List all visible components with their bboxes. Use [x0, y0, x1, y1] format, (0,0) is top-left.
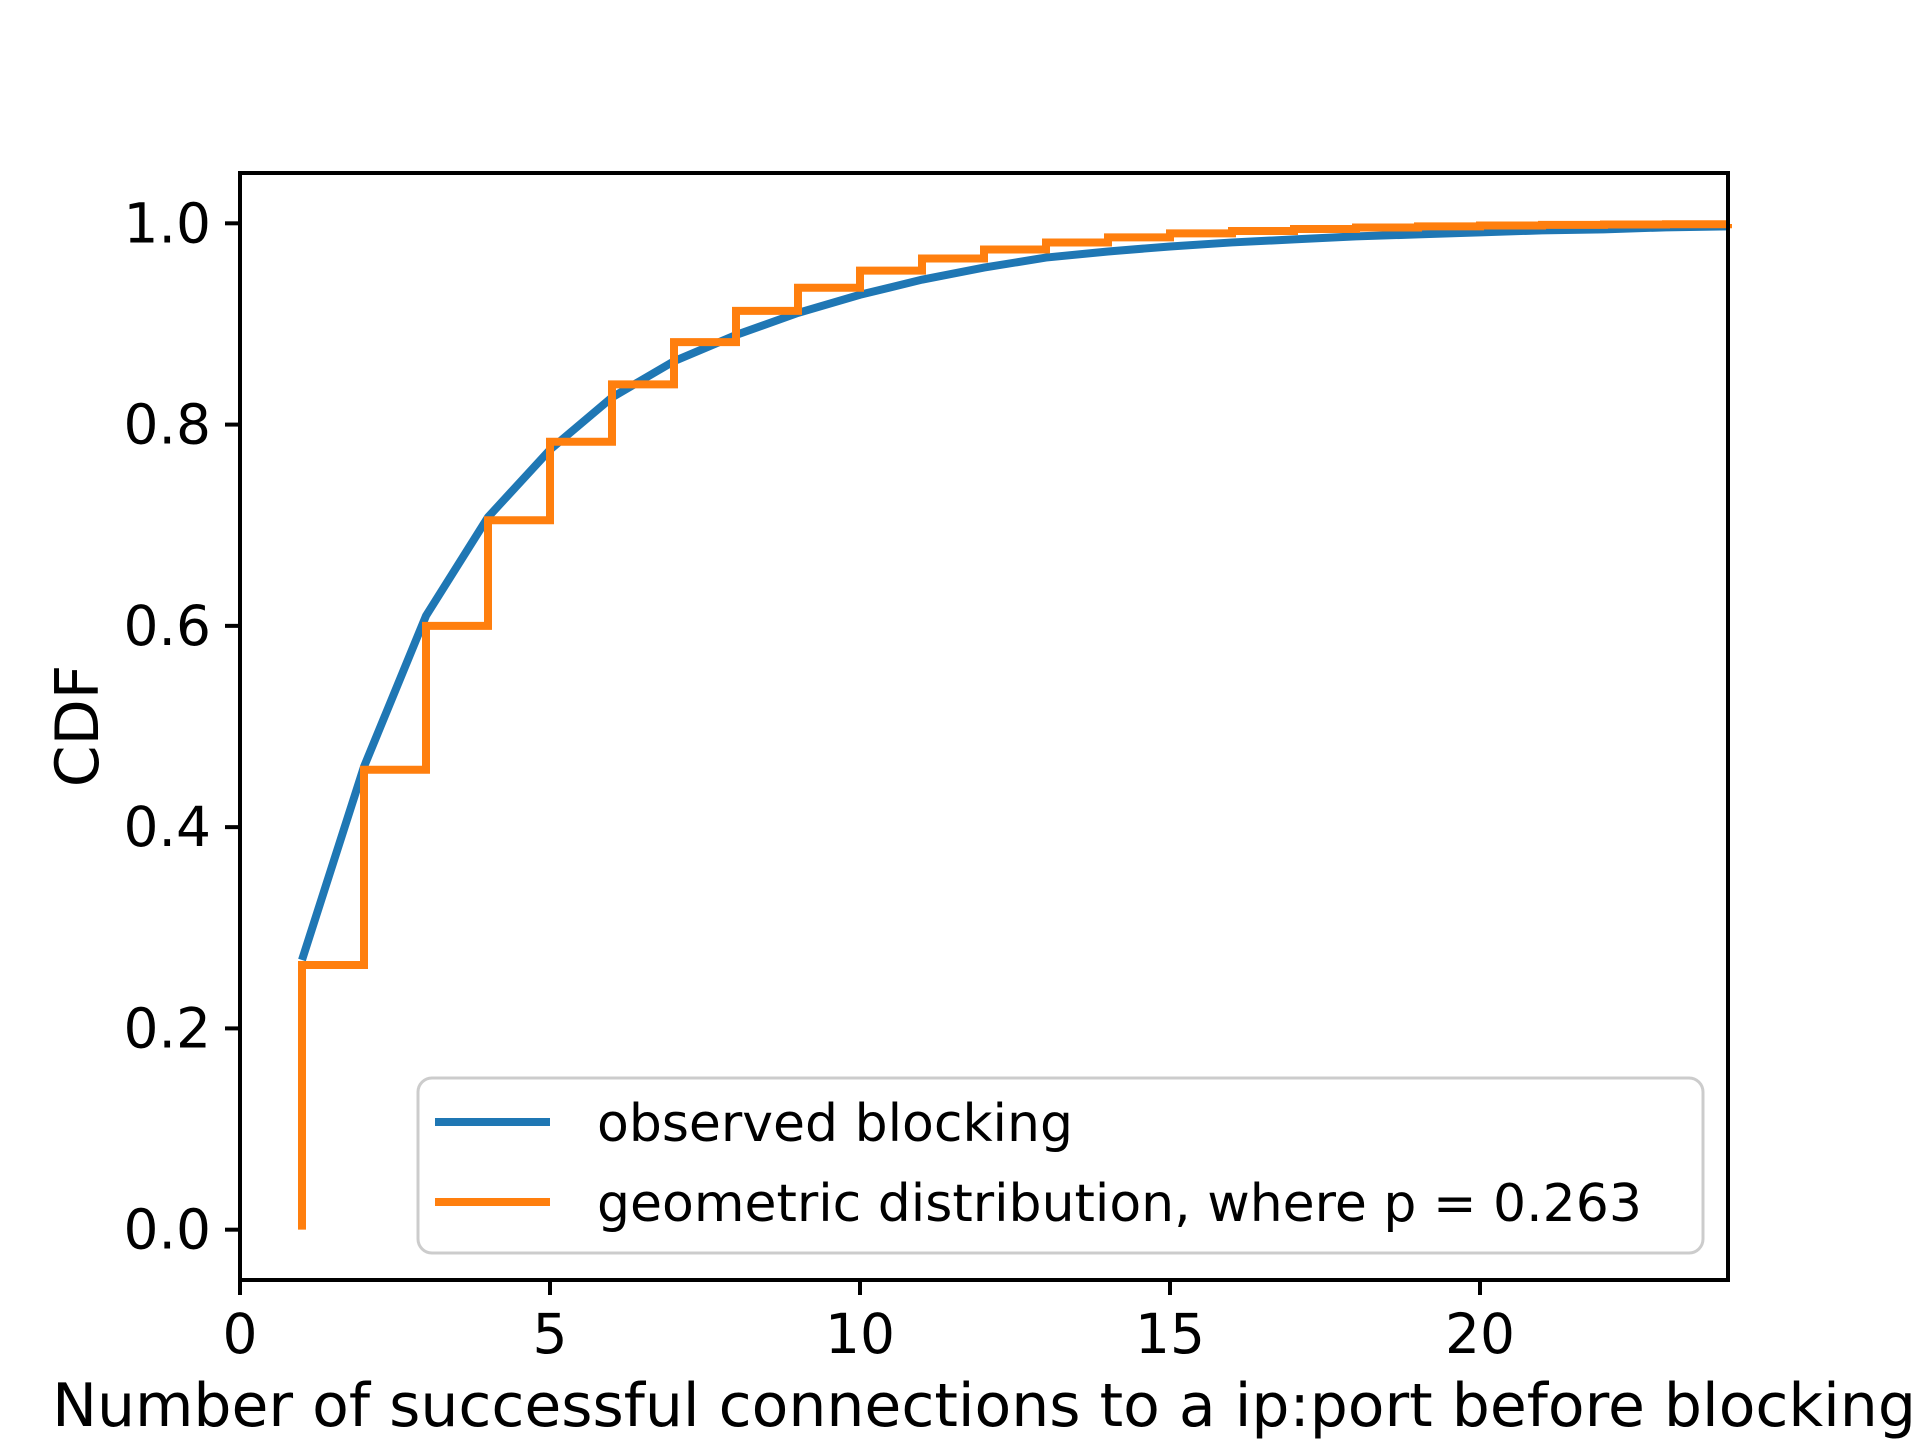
x-tick-label: 20	[1445, 1302, 1515, 1366]
x-tick-label: 10	[825, 1302, 895, 1366]
y-tick-label: 0.4	[124, 795, 211, 859]
x-tick-label: 5	[533, 1302, 568, 1366]
series-layer	[298, 220, 1732, 1230]
geometric-distribution-steps	[298, 220, 1732, 1230]
observed-blocking-line	[298, 222, 1729, 962]
legend-label-0: observed blocking	[597, 1094, 1073, 1154]
legend-box	[416, 1076, 1705, 1255]
x-tick-label: 15	[1135, 1302, 1205, 1366]
y-tick-label: 0.0	[124, 1198, 211, 1262]
legend-label-1: geometric distribution, where p = 0.263	[597, 1174, 1642, 1234]
axes-border	[238, 171, 1730, 1282]
x-axis: 0 5 10 15 20	[223, 1280, 1515, 1366]
y-tick-label: 0.6	[124, 594, 211, 658]
legend: observed blocking geometric distribution…	[416, 1076, 1705, 1255]
x-tick-label: 0	[223, 1302, 258, 1366]
y-axis-label: CDF	[43, 665, 113, 788]
y-tick-label: 0.8	[124, 393, 211, 457]
y-tick-label: 0.2	[124, 996, 211, 1060]
y-axis: 0.0 0.2 0.4 0.6 0.8 1.0	[124, 191, 240, 1262]
y-tick-label: 1.0	[124, 191, 211, 255]
x-axis-label: Number of successful connections to a ip…	[52, 1371, 1916, 1440]
